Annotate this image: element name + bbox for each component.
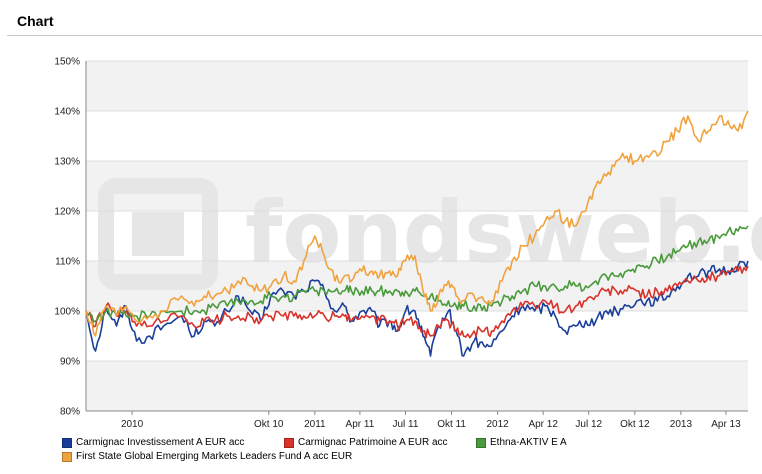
- x-tick-label: 2013: [670, 419, 693, 430]
- x-tick-label: Apr 12: [528, 419, 558, 430]
- x-tick-label: 2012: [486, 419, 509, 430]
- legend-item: Ethna-AKTIV E A: [476, 437, 567, 448]
- y-tick-label: 80%: [60, 407, 80, 418]
- legend-label: Ethna-AKTIV E A: [490, 437, 567, 448]
- legend-swatch: [62, 437, 72, 448]
- y-tick-label: 100%: [54, 307, 80, 318]
- y-tick-label: 150%: [54, 57, 80, 68]
- x-tick-label: Jul 12: [575, 419, 602, 430]
- watermark-logo: [98, 178, 218, 290]
- legend-swatch: [284, 437, 294, 448]
- y-axis: 80% 90% 100% 110% 120% 130% 140% 150%: [54, 57, 87, 418]
- watermark-text: fondsweb.de: [245, 183, 762, 283]
- legend-swatch: [62, 451, 72, 462]
- x-tick-label: Okt 10: [254, 419, 284, 430]
- y-tick-label: 120%: [54, 207, 80, 218]
- x-axis: 2010 Okt 10 2011 Apr 11 Jul 11 Okt 11 2012 Apr …: [86, 410, 748, 430]
- series-line: [85, 110, 749, 337]
- grid-band: [86, 61, 748, 111]
- legend-item: Carmignac Patrimoine A EUR acc: [284, 437, 448, 448]
- y-tick-label: 90%: [60, 357, 80, 368]
- legend-item: First State Global Emerging Markets Lead…: [62, 451, 352, 462]
- header-divider: [7, 35, 762, 36]
- legend-label: First State Global Emerging Markets Lead…: [76, 451, 353, 462]
- plot-lines: [85, 110, 749, 357]
- series-line: [85, 265, 749, 339]
- x-tick-label: Okt 11: [437, 419, 466, 430]
- x-tick-label: Jul 11: [393, 419, 419, 430]
- legend-item: Carmignac Investissement A EUR acc: [62, 437, 244, 448]
- x-tick-label: Apr 11: [346, 419, 375, 430]
- y-tick-label: 110%: [55, 257, 80, 268]
- y-tick-label: 130%: [54, 157, 80, 168]
- x-tick-label: 2011: [304, 419, 326, 430]
- chart-header: Chart: [0, 0, 762, 36]
- y-tick-label: 140%: [54, 107, 80, 118]
- x-tick-label: Apr 13: [711, 419, 741, 430]
- legend-swatch: [476, 437, 486, 448]
- legend-label: Carmignac Investissement A EUR acc: [76, 437, 245, 448]
- x-tick-label: 2010: [121, 419, 144, 430]
- grid-band: [86, 361, 748, 411]
- page-title: Chart: [17, 13, 54, 29]
- x-tick-label: Okt 12: [620, 419, 650, 430]
- legend-label: Carmignac Patrimoine A EUR acc: [298, 437, 448, 448]
